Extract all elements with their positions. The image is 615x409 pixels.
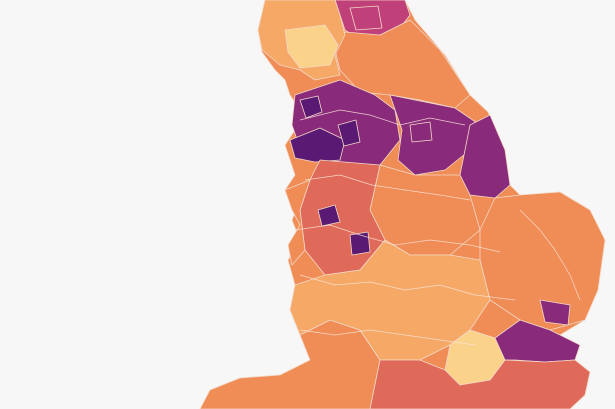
region-south-central	[289, 239, 491, 361]
urban-cluster-7	[349, 5, 383, 31]
region-kent	[369, 359, 591, 409]
boundary-lines	[294, 109, 581, 346]
urban-cluster-6	[409, 121, 433, 143]
urban-cluster-2	[337, 119, 361, 147]
region-north-yorkshire	[334, 19, 471, 109]
urban-cluster-1	[299, 95, 323, 119]
urban-cluster-4	[349, 231, 371, 256]
region-yorkshire-humber	[389, 94, 481, 176]
region-liverpool-city-region	[289, 127, 346, 163]
urban-cluster-3	[317, 204, 341, 227]
region-wales-border	[284, 179, 311, 266]
urban-cluster-5	[539, 299, 571, 326]
region-lake-district	[284, 24, 339, 69]
